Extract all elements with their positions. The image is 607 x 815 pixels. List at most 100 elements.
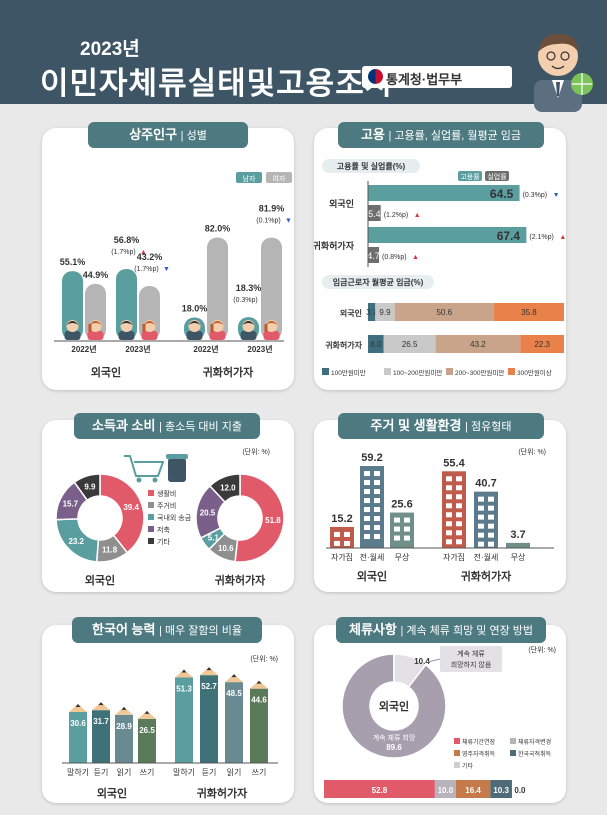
bar	[207, 237, 228, 340]
korean-panel-title: 한국어 능력 | 매우 잘함의 비율	[72, 617, 262, 643]
window	[446, 476, 452, 482]
bar-label: 48.5	[226, 689, 242, 698]
pencil-lead	[75, 704, 81, 707]
bar-label: 3.7	[510, 529, 525, 541]
legend-label: 기타	[462, 762, 474, 770]
segment-label: 3.7	[366, 308, 378, 317]
donut-slice	[234, 473, 285, 563]
row-label: 귀화허가자	[314, 240, 355, 251]
window	[446, 485, 452, 491]
stacked-segment	[368, 335, 384, 353]
bar-label: 44.6	[251, 696, 267, 705]
bar-label: 40.7	[475, 478, 496, 490]
legend-swatch	[322, 368, 329, 375]
pencil-bar	[138, 718, 156, 763]
donut-slice	[99, 473, 145, 554]
segment-label: 43.2	[470, 340, 486, 349]
person-icon	[87, 320, 104, 340]
window	[404, 517, 410, 523]
window	[374, 498, 380, 504]
donut-slice	[208, 473, 241, 504]
segment-label: 10.3	[493, 786, 509, 795]
year-label: 2023년	[125, 344, 150, 354]
stacked-segment	[394, 303, 494, 321]
legend-swatch	[454, 750, 460, 756]
segment-label: 26.5	[402, 340, 418, 349]
pencil-lead	[231, 674, 237, 678]
window	[344, 531, 350, 537]
callout-box	[440, 646, 502, 672]
bar-note: (0.8%p)	[382, 254, 407, 261]
legend-label: 기타	[157, 537, 170, 546]
shopping-cart-icon	[124, 455, 165, 483]
window	[456, 494, 462, 500]
category-label: 무상	[511, 552, 526, 562]
legend-emp-swatch	[458, 171, 482, 181]
legend-label: 주거비	[157, 501, 176, 510]
pencil-tip	[115, 706, 133, 715]
stacked-segment	[434, 780, 456, 798]
bar-label: 64.5	[490, 187, 514, 201]
pencil-bar	[69, 712, 87, 763]
pencil-lead	[256, 680, 262, 684]
stacked-segment	[368, 303, 376, 321]
window	[374, 471, 380, 477]
window	[394, 535, 400, 541]
window	[404, 526, 410, 532]
sub2-pill	[322, 275, 434, 289]
bar-label: 51.3	[176, 685, 192, 694]
bar	[368, 247, 380, 263]
unit-label: (단위: %)	[250, 654, 278, 663]
row-label: 귀화허가자	[325, 340, 362, 350]
pencil-lead	[98, 702, 104, 706]
legend-label: 100~200만원미만	[393, 368, 442, 377]
bar-label: 55.4	[443, 457, 465, 469]
bar-label: 18.3%	[236, 283, 262, 293]
header-year: 2023년	[80, 39, 140, 60]
window	[364, 534, 370, 540]
slice-label: 15.7	[63, 499, 79, 508]
legend-swatch	[148, 490, 154, 496]
bar-label: 52.7	[201, 682, 217, 691]
korean-chart: (단위: %) 30.6 말하기 31.7 듣기 28.9 읽기 26.5 쓰기 51.3 말하기 5…	[62, 654, 278, 800]
legend-label: 국내외 송금	[157, 513, 192, 522]
window	[478, 505, 484, 511]
window	[344, 540, 350, 546]
pencil-bar	[225, 682, 243, 763]
category-label: 자가집	[331, 552, 353, 562]
legend-male: 남자	[243, 174, 256, 183]
window	[446, 494, 452, 500]
change-arrow: ▼	[553, 192, 560, 199]
building-bar	[506, 542, 530, 548]
window	[334, 540, 340, 546]
income-panel-title: 소득과 소비 | 총소득 대비 지출	[74, 413, 260, 439]
change-arrow: ▼	[285, 218, 292, 225]
slice-label: 20.5	[200, 508, 216, 517]
pencil-bar	[92, 710, 110, 763]
stacked-segment	[383, 335, 436, 353]
segment-label: 10.0	[438, 786, 454, 795]
stacked-segment	[324, 780, 435, 798]
legend-swatch	[148, 514, 154, 520]
window	[456, 476, 462, 482]
legend-label: 300만원이상	[517, 368, 552, 377]
employment-panel-title: 고용 | 고용률, 실업률, 월평균 임금	[338, 122, 544, 148]
bar-label: 31.7	[93, 717, 109, 726]
category-label: 말하기	[67, 767, 89, 777]
legend-label: 한국국적취득	[518, 750, 552, 758]
sub1-pill	[322, 159, 420, 173]
window	[478, 514, 484, 520]
bar-label: 26.5	[139, 726, 155, 735]
window	[456, 521, 462, 527]
housing-panel	[314, 420, 566, 592]
legend-male-swatch	[236, 172, 262, 183]
window	[488, 505, 494, 511]
stay-label: 계속 체류 희망	[373, 733, 416, 742]
bar-note: (1.2%p)	[384, 212, 409, 219]
change-arrow: ▲	[140, 249, 147, 256]
category-label: 말하기	[173, 767, 195, 777]
window	[446, 521, 452, 527]
window	[374, 480, 380, 486]
slice-label: 39.4	[123, 503, 139, 512]
legend-label: 영주자격취득	[462, 750, 496, 758]
